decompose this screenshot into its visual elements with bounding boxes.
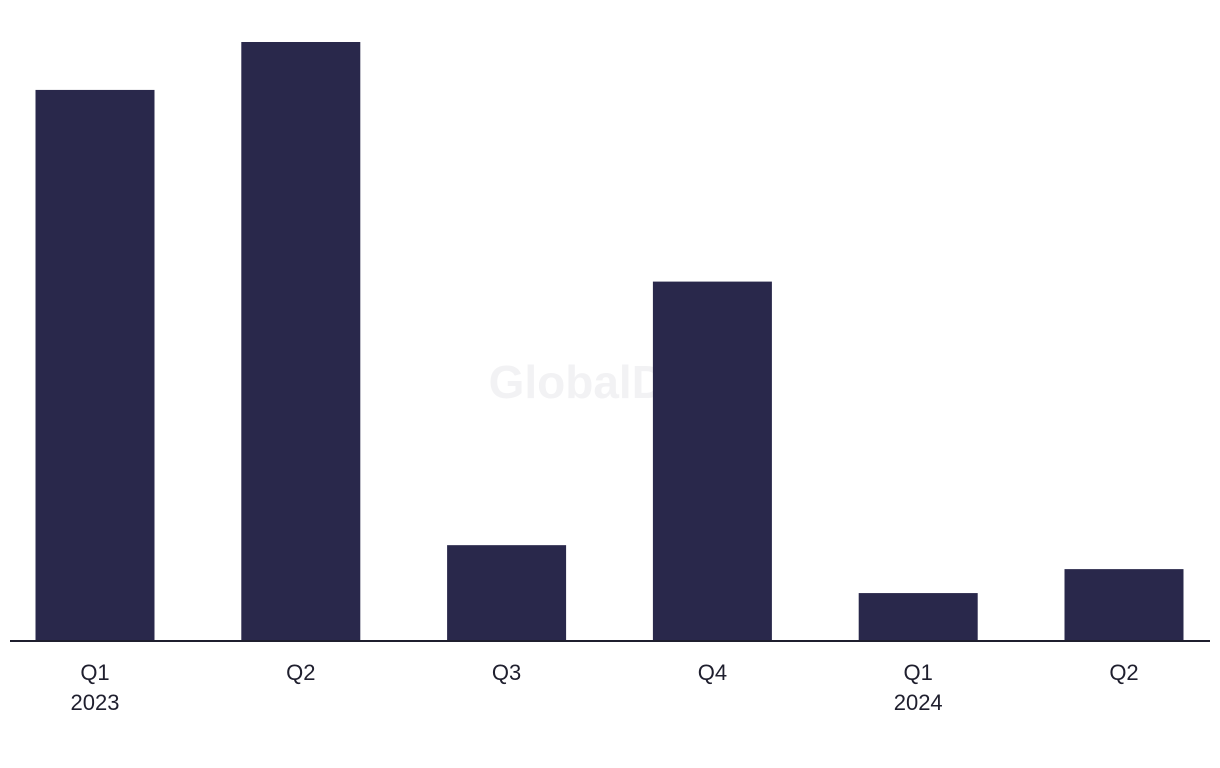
x-group-label: 2023 [71,690,120,715]
bar [241,42,361,641]
x-tick-label: Q2 [286,660,315,685]
x-tick-label: Q1 [80,660,109,685]
bar [1064,569,1184,641]
bar [858,593,978,641]
x-tick-label: Q4 [698,660,727,685]
x-group-label: 2024 [894,690,943,715]
x-tick-label: Q1 [904,660,933,685]
x-tick-label: Q2 [1109,660,1138,685]
x-tick-label: Q3 [492,660,521,685]
bar [652,281,772,641]
bar [35,89,155,642]
bar [447,545,567,641]
